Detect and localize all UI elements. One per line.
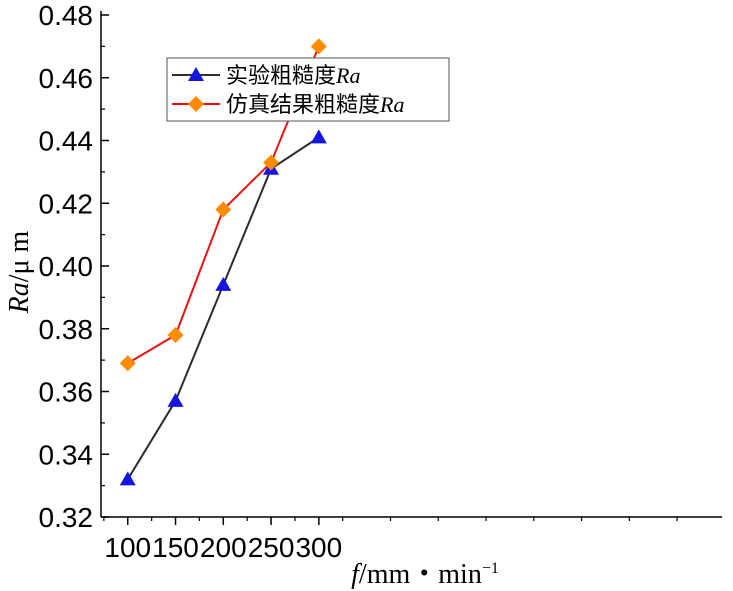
x-tick-label: 100 xyxy=(104,532,151,563)
legend-marker-diamond xyxy=(188,96,204,112)
x-tick-label: 300 xyxy=(295,532,342,563)
y-tick-label: 0.44 xyxy=(39,126,94,157)
legend: 实验粗糙度Ra 仿真结果粗糙度Ra xyxy=(166,57,450,122)
legend-simulation-ra: Ra xyxy=(379,92,404,117)
x-ticks: 100 150 200 250 300 xyxy=(103,517,678,563)
data-point-diamond xyxy=(215,201,232,218)
y-tick-label: 0.32 xyxy=(39,502,94,533)
series-experiment xyxy=(119,129,327,486)
data-point-diamond xyxy=(263,154,280,171)
y-tick-label: 0.40 xyxy=(39,251,94,282)
legend-box xyxy=(166,57,450,122)
data-point-diamond xyxy=(167,327,184,344)
y-axis-unit: /μ m xyxy=(4,230,35,282)
legend-label-experiment: 实验粗糙度Ra xyxy=(226,63,360,89)
data-point-diamond xyxy=(119,355,136,372)
legend-label-simulation: 仿真结果粗糙度Ra xyxy=(226,92,404,118)
x-tick-label: 150 xyxy=(152,532,199,563)
data-point-diamond xyxy=(310,38,327,55)
y-ticks: 0.32 0.34 0.36 0.38 0.40 0.42 0.44 0.46 0.48 xyxy=(39,0,109,533)
data-point-triangle xyxy=(310,129,327,144)
y-tick-label: 0.34 xyxy=(39,439,94,470)
data-point-triangle xyxy=(167,392,184,407)
legend-experiment-name: 实验粗糙度 xyxy=(226,64,336,89)
y-tick-label: 0.46 xyxy=(39,63,94,94)
axes xyxy=(100,11,722,518)
y-tick-label: 0.36 xyxy=(39,377,94,408)
y-tick-label: 0.38 xyxy=(39,314,94,345)
series-simulation xyxy=(119,38,327,372)
x-axis-title: f/mm・min−1 xyxy=(351,559,499,590)
series-layer xyxy=(119,38,327,486)
data-point-triangle xyxy=(119,471,136,486)
x-tick-label: 200 xyxy=(200,532,247,563)
x-axis-variable: f xyxy=(351,559,362,590)
series-line xyxy=(126,136,320,480)
legend-marker-triangle xyxy=(188,67,204,81)
x-tick-label: 250 xyxy=(248,532,295,563)
y-axis-title: Ra/μ m xyxy=(4,230,35,314)
legend-simulation-name: 仿真结果粗糙度 xyxy=(226,93,380,118)
y-axis-variable: Ra xyxy=(4,282,35,314)
x-axis-unit: /mm・min xyxy=(359,559,482,590)
legend-experiment-ra: Ra xyxy=(335,63,360,88)
data-point-triangle xyxy=(215,276,232,291)
y-tick-label: 0.42 xyxy=(39,188,94,219)
y-tick-label: 0.48 xyxy=(39,0,94,31)
x-axis-exponent: −1 xyxy=(482,560,499,577)
